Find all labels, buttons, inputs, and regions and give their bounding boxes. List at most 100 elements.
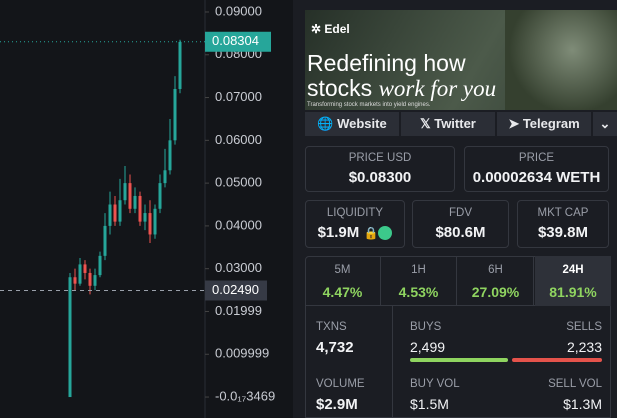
- candle-body: [113, 204, 117, 222]
- stat-value: 4,732: [316, 339, 354, 356]
- stat-label: SELL VOL: [548, 378, 602, 390]
- telegram-button[interactable]: ➤ Telegram: [497, 112, 591, 136]
- timeframe-tab[interactable]: 6H 27.09%: [458, 256, 534, 306]
- headline: Redefining how: [307, 50, 466, 76]
- candle-body: [138, 195, 142, 222]
- candle-body: [98, 255, 102, 276]
- stat-value: 2,499: [410, 339, 446, 355]
- twitter-button[interactable]: 𝕏 Twitter: [401, 112, 495, 136]
- candle-body: [173, 88, 177, 141]
- candle-body: [133, 195, 137, 209]
- button-label: Website: [337, 116, 387, 131]
- candle-body: [153, 208, 157, 235]
- stat-box: LIQUIDITY $1.9M 🔒: [305, 200, 405, 248]
- button-label: Telegram: [522, 116, 580, 131]
- tab-change: 27.09%: [471, 284, 520, 300]
- divider: [392, 306, 393, 418]
- y-tick-label: 0.009999: [215, 346, 269, 361]
- buy-bar: [410, 358, 508, 362]
- candle-body: [163, 170, 167, 184]
- tab-change: 4.53%: [398, 284, 439, 300]
- candle-body: [103, 225, 107, 256]
- stat-label: SELLS: [566, 321, 602, 333]
- y-tick-label: 0.07000: [215, 89, 262, 104]
- stat-value: $1.9M: [317, 224, 360, 241]
- stat-label: PRICE: [518, 152, 555, 164]
- stat-value: $0.08300: [348, 169, 412, 186]
- candle-body: [93, 275, 97, 286]
- price-chart: 0.090000.080000.070000.060000.050000.040…: [0, 0, 293, 418]
- token-panel: ✲ Edel Redefining how stocks work for yo…: [293, 0, 617, 418]
- stat-value: $39.8M: [537, 224, 589, 241]
- stat-box: MKT CAP $39.8M: [517, 200, 609, 248]
- y-tick-label: 0.04000: [215, 217, 262, 232]
- tab-change: 4.47%: [322, 284, 363, 300]
- candle-body: [78, 264, 82, 284]
- tab-change: 81.91%: [549, 284, 597, 300]
- candle-body: [148, 213, 152, 235]
- candle-body: [168, 140, 172, 171]
- timeframe-tab[interactable]: 5M 4.47%: [305, 256, 381, 306]
- crosshair-label: 0.02490: [212, 282, 259, 297]
- stat-label: PRICE USD: [348, 152, 412, 164]
- sell-bar: [512, 358, 602, 362]
- stat-value: $80.6M: [435, 224, 486, 241]
- brand: ✲ Edel: [311, 22, 350, 36]
- y-tick-label: 0.01999: [215, 303, 262, 318]
- candle-body: [68, 277, 72, 398]
- candle-body: [123, 183, 127, 201]
- lock-icon[interactable]: 🔒: [363, 226, 379, 240]
- headline-word: stocks: [307, 75, 373, 101]
- stat-label: TXNS: [316, 321, 347, 333]
- y-tick-label: 0.06000: [215, 132, 262, 147]
- y-tick-label: 0.09000: [215, 3, 262, 18]
- verify-icon[interactable]: [378, 226, 393, 241]
- headline-italic: work for you: [378, 76, 497, 101]
- y-tick-label: 0.03000: [215, 260, 262, 275]
- banner: ✲ Edel Redefining how stocks work for yo…: [305, 10, 617, 110]
- website-button[interactable]: 🌐 Website: [305, 112, 399, 136]
- stat-value: 2,233: [566, 339, 602, 355]
- candle-body: [158, 183, 162, 209]
- tab-label: 5M: [334, 264, 351, 276]
- candle-body: [73, 277, 77, 284]
- stat-box: PRICE 0.00002634 WETH: [464, 146, 609, 192]
- candle-body: [128, 183, 132, 209]
- candle-body: [143, 213, 147, 222]
- tagline: Transforming stock markets into yield en…: [307, 102, 431, 108]
- timeframe-tab[interactable]: 1H 4.53%: [381, 256, 457, 306]
- last-price-badge: [205, 31, 271, 52]
- stat-value: 0.00002634 WETH: [472, 169, 601, 186]
- stat-label: MKT CAP: [537, 207, 589, 219]
- brand-name: Edel: [324, 22, 350, 36]
- headline: stocks work for you: [307, 75, 496, 102]
- stat-label: BUY VOL: [410, 378, 460, 390]
- stat-box: PRICE USD $0.08300: [305, 146, 455, 192]
- chart-bg: [0, 0, 293, 418]
- tab-label: 6H: [488, 264, 503, 276]
- tab-label: 24H: [562, 264, 584, 276]
- more-button[interactable]: ⌄: [593, 112, 617, 136]
- stat-label: FDV: [449, 207, 472, 219]
- button-label: Twitter: [434, 116, 476, 131]
- divider: [305, 305, 611, 306]
- stat-value: $1.3M: [563, 396, 602, 412]
- last-price-label: 0.08304: [212, 33, 259, 48]
- y-tick-label: -0.0₁₇3469: [215, 388, 275, 403]
- y-tick-label: 0.05000: [215, 175, 262, 190]
- candle-body: [88, 272, 92, 286]
- stat-value: $1.5M: [410, 396, 449, 412]
- candle-body: [178, 41, 182, 89]
- stat-label: VOLUME: [316, 378, 365, 390]
- crosshair-badge: [205, 280, 267, 301]
- banner-art: [505, 10, 617, 110]
- candle-body: [83, 264, 87, 273]
- stat-label: BUYS: [410, 321, 442, 333]
- stat-box: FDV $80.6M: [412, 200, 509, 248]
- stat-label: LIQUIDITY: [326, 207, 384, 219]
- stat-value: $2.9M: [316, 396, 358, 413]
- timeframe-tab-selected[interactable]: 24H 81.91%: [535, 256, 611, 306]
- candle-body: [108, 204, 112, 226]
- tab-label: 1H: [411, 264, 426, 276]
